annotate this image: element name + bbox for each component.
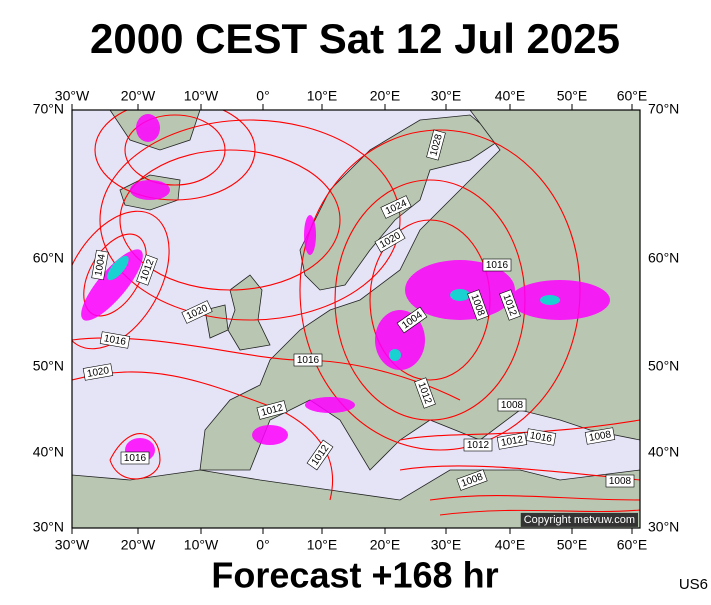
britain: [227, 274, 271, 351]
isobar-label-text: 1016: [529, 430, 553, 445]
lon-label-top: 30°W: [55, 88, 90, 104]
lat-label-left: 50°N: [33, 358, 64, 374]
isobar-label-box: [499, 289, 521, 321]
isobar-label-box: [584, 427, 616, 445]
lat-label-left: 30°N: [33, 519, 64, 535]
isobar-label-box: [497, 398, 527, 412]
isobar-label-text: 1008: [609, 476, 632, 487]
ireland: [204, 304, 229, 339]
lat-label-left: 40°N: [33, 444, 64, 460]
lon-label-bottom: 10°W: [184, 537, 219, 553]
isobar-label-text: 1016: [124, 453, 147, 464]
isobar-label-box: [496, 432, 528, 450]
lon-label-bottom: 20°E: [370, 537, 401, 553]
copyright-box: [520, 512, 638, 527]
isobar-label-box: [136, 254, 158, 286]
forecast-label: Forecast +168 hr: [211, 555, 498, 596]
isobar-label: 1008: [584, 427, 616, 445]
lat-label-right: 40°N: [648, 444, 679, 460]
map-frame: [71, 109, 641, 529]
lon-label-top: 30°E: [431, 88, 462, 104]
lon-label-bottom: 30°W: [55, 537, 90, 553]
isobar-label: 1016: [482, 258, 512, 272]
lon-label-top: 60°E: [617, 88, 648, 104]
lat-label-right: 70°N: [648, 101, 679, 117]
title: 2000 CEST Sat 12 Jul 2025: [90, 15, 620, 62]
isobar-label-box: [91, 249, 109, 281]
isobar-label: 1004: [91, 249, 109, 281]
isobar-label: 1016: [99, 331, 131, 349]
isobar-label-text: 1008: [588, 429, 612, 444]
lat-label-right: 30°N: [648, 519, 679, 535]
lat-label-right: 60°N: [648, 250, 679, 266]
isobar-label-box: [605, 474, 635, 488]
lon-label-top: 10°W: [184, 88, 219, 104]
isobar-label-text: 1012: [500, 434, 524, 449]
lon-label-bottom: 30°E: [431, 537, 462, 553]
isobar-label: 1008: [605, 474, 635, 488]
isobar-label-text: 1008: [501, 400, 524, 411]
lat-label-right: 50°N: [648, 358, 679, 374]
isobar-label-text: 1016: [486, 260, 509, 271]
isobar-label: 1016: [120, 451, 150, 465]
isobar-label-box: [181, 300, 213, 324]
isobar-label: 1020: [82, 363, 114, 381]
isobar-label-box: [456, 469, 488, 491]
isobar-label-box: [525, 428, 557, 446]
lon-label-bottom: 40°E: [495, 537, 526, 553]
lat-label-left: 70°N: [33, 101, 64, 117]
isobars: [72, 110, 640, 516]
isobar-label-box: [374, 227, 406, 253]
isobar-label-box: [99, 331, 131, 349]
isobar-label-box: [463, 438, 493, 452]
isobar-label-box: [380, 195, 412, 219]
map-area: [72, 110, 640, 528]
isobar-label-box: [293, 353, 323, 367]
isobar-label: 1008: [497, 398, 527, 412]
lon-label-top: 10°E: [307, 88, 338, 104]
isobar-label-text: 1020: [86, 365, 110, 380]
lon-label-bottom: 0°: [256, 537, 269, 553]
lon-label-bottom: 20°W: [121, 537, 156, 553]
isobar-label: 1012: [256, 400, 288, 420]
lon-label-top: 50°E: [557, 88, 588, 104]
lon-label-top: 20°W: [121, 88, 156, 104]
isobar-label-box: [82, 363, 114, 381]
isobar-label: 1012: [463, 438, 493, 452]
lon-label-bottom: 10°E: [307, 537, 338, 553]
isobar-label-box: [120, 451, 150, 465]
isobar-label-box: [256, 400, 288, 420]
isobar-label-box: [426, 129, 446, 161]
lon-label-top: 0°: [256, 88, 269, 104]
lon-label-top: 40°E: [495, 88, 526, 104]
lon-label-top: 20°E: [370, 88, 401, 104]
isobar-label-box: [414, 377, 436, 409]
isobar-label-box: [482, 258, 512, 272]
lon-label-bottom: 60°E: [617, 537, 648, 553]
product-code: US6: [679, 576, 708, 593]
isobar-label: 1012: [496, 432, 528, 450]
isobar-label: 1028: [426, 129, 446, 161]
isobar-label-box: [306, 439, 334, 471]
isobar-label-text: 1016: [103, 333, 127, 348]
isobar-label: 1016: [525, 428, 557, 446]
isobar-label-box: [396, 306, 428, 334]
lon-label-bottom: 50°E: [557, 537, 588, 553]
africa: [72, 469, 640, 528]
isobar-label-text: 1012: [467, 440, 490, 451]
isobar-label-box: [467, 289, 489, 321]
isobar-label: 1016: [293, 353, 323, 367]
heavy-precipitation: [107, 255, 560, 361]
lat-label-left: 60°N: [33, 250, 64, 266]
copyright: Copyright metvuw.com: [524, 514, 635, 526]
isobar-label-text: 1004: [93, 253, 108, 277]
isobar-label-text: 1016: [297, 355, 320, 366]
